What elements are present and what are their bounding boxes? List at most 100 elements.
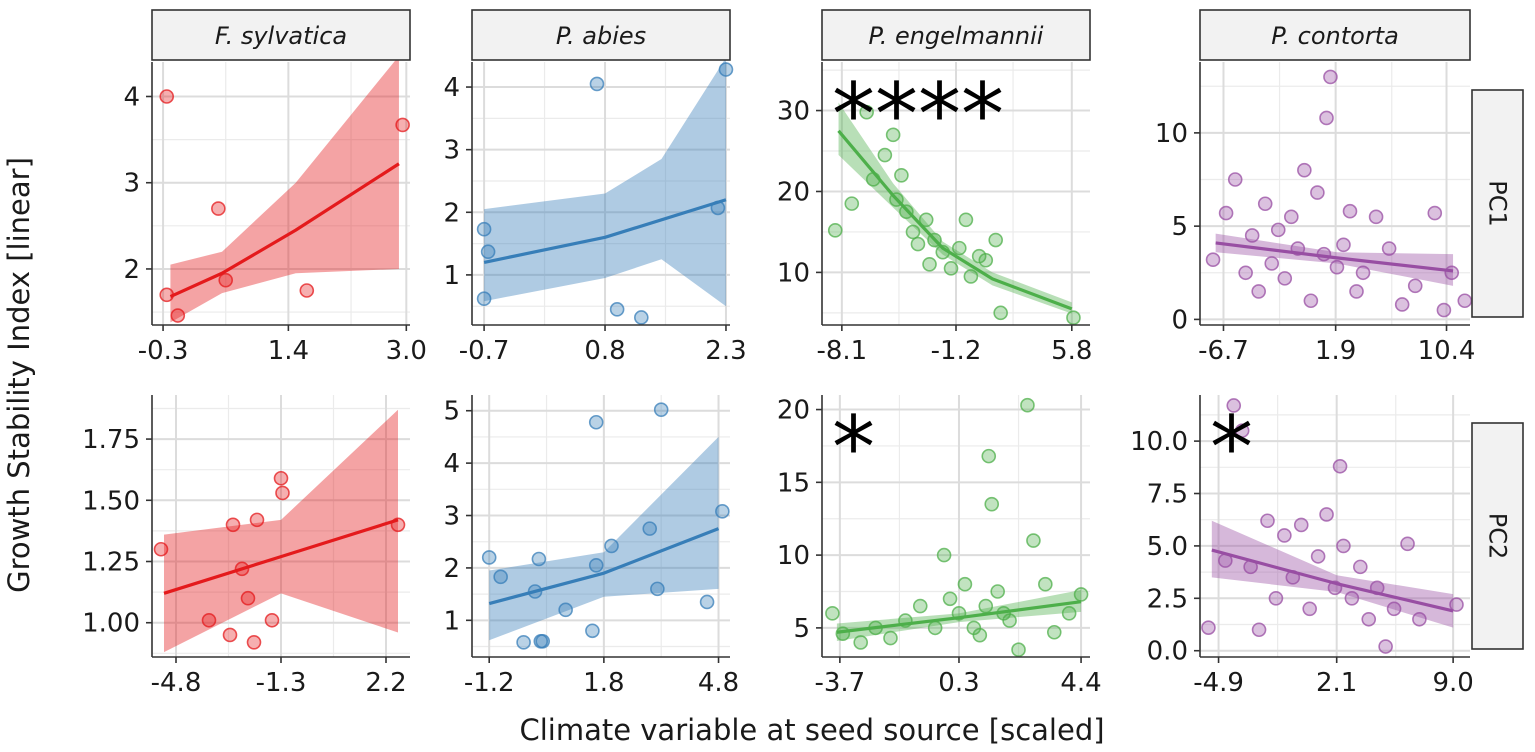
data-point	[936, 547, 952, 563]
data-point	[585, 623, 600, 639]
strips-layer: F. sylvatica P. abies P. engelmannii P. con…	[151, 9, 1524, 650]
data-point	[1201, 620, 1216, 635]
x-tick-label: -8.1	[816, 336, 867, 366]
data-point	[159, 89, 175, 104]
data-point	[1270, 222, 1286, 238]
row-strip-label: PC2	[1484, 513, 1512, 560]
strip-label: P. abies	[556, 22, 646, 50]
row-strip-box	[1471, 422, 1524, 650]
fit-line	[169, 162, 400, 299]
strip-box	[151, 9, 411, 61]
data-point	[1310, 185, 1325, 200]
y-tick-label: 4	[123, 82, 140, 112]
y-tick-label: 10	[777, 258, 810, 288]
x-tick-label: 9.0	[1432, 668, 1473, 698]
data-point	[1046, 624, 1062, 640]
data-point	[476, 291, 492, 307]
y-tick-label: 1.25	[82, 548, 140, 578]
y-tick-label: 1	[443, 606, 460, 636]
x-tick-label: 4.8	[698, 668, 739, 698]
data-point	[1342, 203, 1358, 219]
y-tick-label: 0.0	[1147, 637, 1188, 667]
panel-p-engelmannii-pc1: 10 20 30 -8.1 -1.2 5.8 ****	[777, 62, 1092, 366]
data-point	[715, 504, 730, 519]
x-tick-label: 1.8	[583, 668, 624, 698]
data-point	[910, 236, 926, 252]
y-tick-label: 7.5	[1147, 480, 1188, 510]
panel-p-abies-pc1: 1 2 3 4 -0.7 0.8 2.3	[443, 57, 747, 366]
row-strip-pc2: PC2	[1471, 422, 1524, 650]
strip-box	[821, 9, 1091, 61]
panel-p-engelmannii-pc2: 5 10 15 20 -3.7 0.3 4.4 *	[777, 395, 1102, 698]
data-point	[1319, 507, 1334, 522]
data-point	[1407, 278, 1423, 294]
data-point	[1002, 613, 1017, 628]
data-points	[153, 470, 406, 650]
data-point	[1226, 398, 1242, 413]
data-point	[922, 257, 937, 272]
confidence-band	[1211, 520, 1454, 628]
y-tick-label: 1.75	[82, 425, 140, 455]
y-tick-label: 5	[443, 397, 460, 427]
data-point	[978, 252, 994, 268]
x-tick-label: -0.7	[459, 336, 510, 366]
data-point	[589, 76, 605, 92]
data-point	[170, 308, 186, 323]
data-point	[1026, 533, 1041, 548]
data-point	[1449, 597, 1464, 612]
fit-line	[1211, 548, 1454, 613]
y-tick-label: 2	[443, 198, 460, 228]
strip-box	[471, 9, 731, 61]
panel-background	[472, 62, 730, 325]
x-tick-label: -3.7	[814, 668, 865, 698]
y-tick-label: 0	[1171, 305, 1188, 335]
significance-stars: *	[1210, 398, 1253, 498]
data-point	[859, 104, 874, 120]
data-point	[952, 240, 967, 256]
data-point	[1020, 397, 1035, 413]
gridlines	[822, 62, 1090, 325]
panel-p-abies-pc2: 1 2 3 4 5 -1.2 1.8 4.8	[443, 395, 739, 698]
data-point	[1061, 606, 1077, 621]
data-point	[535, 633, 551, 649]
confidence-band	[164, 409, 398, 653]
data-point	[249, 512, 265, 528]
data-point	[1277, 271, 1293, 286]
strip-label: F. sylvatica	[215, 22, 347, 50]
x-tick-label: 10.4	[1418, 336, 1476, 366]
data-point	[1355, 265, 1371, 281]
fit-line	[836, 600, 1082, 634]
data-point	[835, 626, 851, 642]
y-axis-title: Growth Stability Index [linear]	[2, 157, 36, 593]
data-points	[476, 62, 734, 325]
data-point	[1073, 587, 1089, 602]
data-point	[963, 269, 979, 284]
x-tick-label: 2.2	[365, 668, 406, 698]
x-tick-label: -6.7	[1198, 336, 1249, 366]
data-point	[264, 612, 280, 628]
data-point	[978, 598, 994, 614]
data-point	[912, 598, 928, 614]
data-point	[480, 244, 496, 260]
data-point	[1381, 241, 1397, 256]
data-point	[609, 302, 625, 317]
data-point	[993, 305, 1008, 321]
row-strip-pc1: PC1	[1471, 89, 1524, 318]
data-point	[1344, 591, 1360, 606]
data-point	[1436, 302, 1452, 318]
data-point	[844, 196, 860, 211]
x-tick-label: -4.8	[151, 668, 202, 698]
data-point	[883, 630, 898, 646]
data-point	[531, 551, 547, 567]
data-point	[1297, 162, 1312, 178]
strip-label: P. engelmannii	[869, 22, 1044, 50]
data-point	[240, 590, 256, 606]
strip-p-abies: P. abies	[471, 9, 731, 61]
fit-line	[1215, 241, 1454, 273]
x-tick-label: -4.9	[1193, 668, 1244, 698]
data-point	[1011, 642, 1026, 658]
data-point	[1319, 110, 1334, 126]
x-axis-title: Climate variable at seed source [scaled]	[519, 713, 1104, 747]
data-point	[481, 550, 497, 565]
